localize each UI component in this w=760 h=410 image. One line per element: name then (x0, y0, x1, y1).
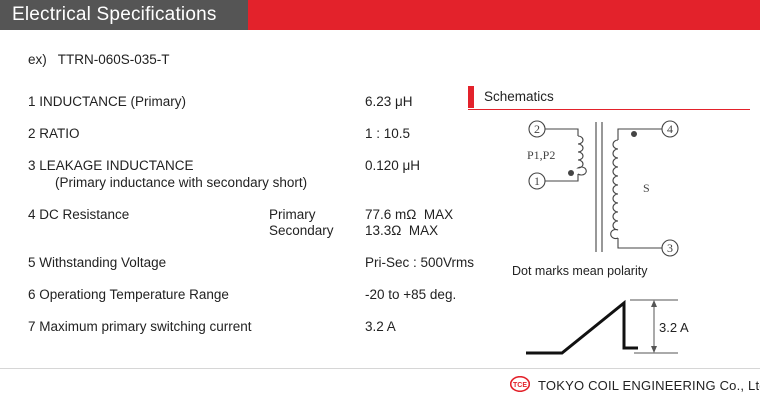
spec-label-inductance: 1 INDUCTANCE (Primary) (28, 94, 186, 109)
pin-4-label: 4 (667, 122, 673, 136)
secondary-lead-top (617, 128, 662, 140)
secondary-polarity-dot (631, 131, 637, 137)
spec-value-secondary-resistance: 13.3Ω MAX (365, 223, 439, 238)
spec-value-temperature: -20 to +85 deg. (365, 287, 457, 302)
schematics-header-box (468, 86, 750, 108)
spec-value-inductance: 6.23 μH (365, 94, 413, 109)
primary-winding-label: P1,P2 (527, 148, 555, 162)
spec-value-ratio: 1 : 10.5 (365, 126, 411, 141)
footer-company-name: TOKYO COIL ENGINEERING Co., Ltd. (538, 378, 760, 393)
tce-logo: TCE (510, 376, 530, 392)
waveform-current-label: 3.2 A (659, 320, 689, 335)
schematics-underline (468, 109, 750, 110)
transformer-schematic: 2 1 4 3 P1,P2 S (527, 120, 679, 257)
spec-label-ratio: 2 RATIO (28, 126, 80, 141)
primary-polarity-dot (568, 170, 574, 176)
secondary-winding-label: S (643, 181, 650, 195)
example-part-number: ex) TTRN-060S-035-T (28, 52, 170, 67)
spec-value-primary-resistance: 77.6 mΩ MAX (365, 207, 454, 222)
primary-coil (576, 135, 587, 176)
spec-label-dc-resistance: 4 DC Resistance (28, 207, 130, 222)
switching-current-waveform: 3.2 A (526, 299, 689, 355)
footer-divider (0, 368, 760, 369)
pin-1-label: 1 (534, 174, 540, 188)
spec-label-withstanding: 5 Withstanding Voltage (28, 255, 167, 270)
secondary-lead-bottom (617, 238, 662, 249)
waveform-trace (526, 299, 638, 355)
dimension-arrow-down (651, 346, 657, 353)
spec-value-leakage: 0.120 μH (365, 158, 421, 173)
spec-label-leakage: 3 LEAKAGE INDUCTANCE (28, 158, 194, 173)
spec-sub-secondary: Secondary (269, 223, 334, 238)
pin-3-label: 3 (667, 241, 673, 255)
spec-label-temperature: 6 Operationg Temperature Range (28, 287, 229, 302)
pin-2-label: 2 (534, 122, 540, 136)
page-title: Electrical Specifications (12, 4, 217, 25)
primary-lead-top (545, 128, 579, 136)
primary-lead-bottom (545, 174, 579, 182)
spec-sub-primary: Primary (269, 207, 316, 222)
schematics-title: Schematics (484, 89, 554, 104)
spec-sublabel-leakage: (Primary inductance with secondary short… (55, 175, 308, 190)
dimension-arrow-up (651, 300, 657, 307)
spec-label-switching-current: 7 Maximum primary switching current (28, 319, 252, 334)
secondary-coil (610, 139, 619, 240)
header-title-box (0, 0, 248, 30)
spec-value-switching-current: 3.2 A (365, 319, 396, 334)
svg-text:TCE: TCE (513, 382, 527, 389)
spec-value-withstanding: Pri-Sec : 500Vrms (365, 255, 475, 270)
polarity-note: Dot marks mean polarity (512, 264, 648, 278)
